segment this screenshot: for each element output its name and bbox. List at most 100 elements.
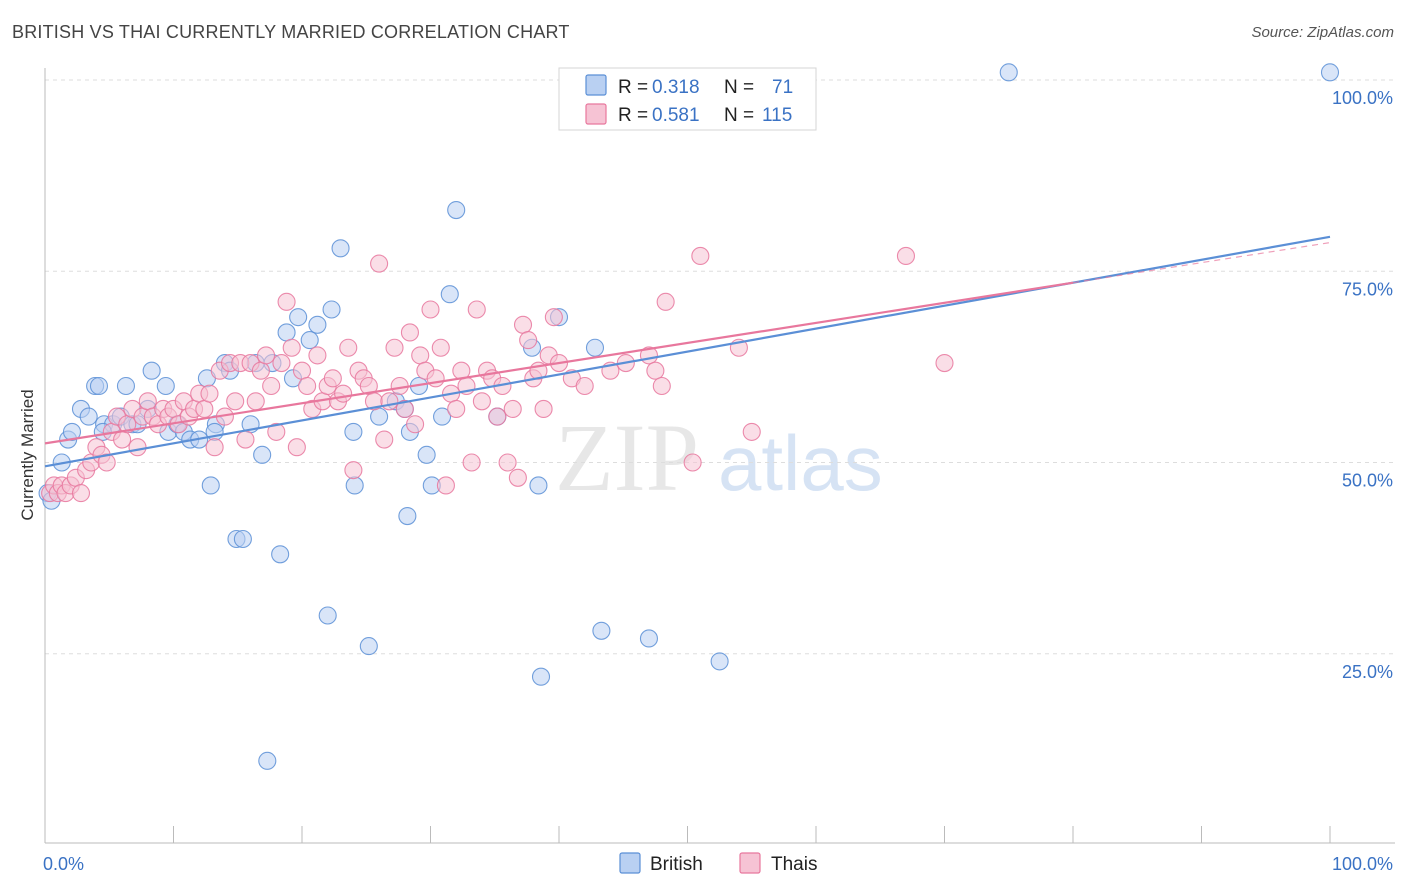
thais-point-93 (513, 315, 533, 334)
thais-point-7 (71, 484, 91, 503)
british-point-8 (89, 376, 109, 396)
british-point-62 (585, 338, 605, 357)
british-point-32 (253, 445, 272, 464)
series-legend-swatch-british (619, 852, 641, 874)
british-point-45 (345, 476, 364, 495)
british-point-64 (639, 629, 659, 648)
thais-point-60 (344, 461, 363, 480)
thais-point-48 (282, 338, 301, 357)
thais-point-37 (226, 392, 245, 411)
legend-r-label-thais: R = (618, 105, 648, 126)
british-point-41 (318, 606, 337, 625)
thais-point-65 (370, 254, 389, 273)
british-point-39 (300, 331, 319, 350)
british-point-24 (201, 476, 220, 495)
thais-point-113 (896, 246, 916, 265)
british-point-46 (359, 637, 378, 656)
thais-point-58 (334, 384, 353, 403)
british-point-52 (417, 445, 436, 464)
thais-point-42 (251, 361, 270, 380)
thais-point-56 (323, 369, 342, 388)
thais-point-33 (205, 438, 224, 457)
thais-point-15 (113, 430, 132, 449)
y-axis-label: Currently Married (18, 389, 37, 520)
legend: R = 0.318 N = 71 R = 0.581 N = 115 (558, 67, 817, 131)
thais-point-44 (262, 376, 281, 396)
british-point-36 (277, 323, 296, 342)
thais-point-72 (406, 415, 425, 434)
thais-point-59 (339, 338, 358, 357)
thais-point-50 (292, 361, 312, 380)
thais-point-112 (742, 422, 761, 441)
y-tick-label-100: 100.0% (1332, 88, 1393, 108)
x-tick-label-min: 0.0% (43, 854, 84, 874)
british-point-17 (156, 376, 175, 396)
thais-point-90 (498, 453, 517, 472)
british-trend-line (44, 235, 1331, 468)
british-point-4 (62, 422, 82, 441)
thais-point-73 (411, 346, 430, 365)
legend-r-label-british: R = (618, 77, 648, 98)
thais-point-71 (400, 323, 419, 342)
british-point-44 (344, 422, 363, 441)
x-tick-label-max: 100.0% (1332, 854, 1393, 874)
thais-point-108 (656, 292, 675, 311)
thais-point-92 (508, 468, 527, 487)
legend-n-label-thais: N = (724, 105, 754, 126)
british-point-67 (1320, 63, 1340, 82)
thais-point-106 (646, 361, 665, 380)
thais-point-67 (380, 392, 399, 411)
thais-point-18 (128, 438, 147, 457)
thais-point-97 (534, 399, 553, 419)
british-point-56 (447, 201, 466, 220)
thais-point-46 (272, 353, 291, 373)
british-point-70 (370, 407, 389, 426)
legend-n-value-british: 71 (772, 77, 793, 98)
thais-point-80 (447, 399, 466, 419)
source-credit: Source: ZipAtlas.com (1251, 24, 1394, 41)
thais-point-70 (395, 399, 414, 419)
series-legend-thais: Thais (771, 854, 817, 875)
thais-point-99 (544, 308, 563, 327)
british-point-16 (142, 361, 161, 380)
british-point-12 (116, 376, 136, 396)
watermark: ZIP atlas (555, 404, 883, 511)
thais-point-41 (246, 392, 265, 411)
thais-point-75 (421, 300, 440, 319)
thais-point-53 (308, 346, 327, 365)
thais-point-102 (575, 376, 594, 396)
series-legend-british: British (650, 854, 703, 875)
series-legend: British Thais (619, 852, 817, 875)
british-point-35 (271, 545, 290, 564)
thais-point-66 (375, 430, 394, 449)
legend-swatch-thais (585, 103, 607, 125)
british-point-42 (322, 300, 341, 319)
british-point-33 (258, 751, 277, 770)
thais-point-12 (97, 453, 116, 472)
thais-point-107 (652, 376, 671, 396)
thais-point-31 (195, 399, 214, 419)
british-point-40 (308, 315, 327, 334)
thais-point-49 (287, 438, 306, 457)
british-point-38 (289, 308, 308, 327)
series-legend-swatch-thais (739, 852, 761, 874)
legend-n-value-thais: 115 (762, 105, 792, 126)
thais-point-91 (503, 399, 522, 419)
watermark-zip: ZIP (555, 404, 699, 511)
british-point-59 (531, 667, 551, 686)
british-point-43 (331, 239, 350, 258)
thais-point-45 (267, 422, 286, 441)
y-tick-label-25: 25.0% (1342, 662, 1393, 682)
british-point-54 (433, 407, 452, 426)
axes: 25.0% 50.0% 75.0% 100.0% 0.0% 100.0% (43, 68, 1395, 874)
british-point-6 (79, 407, 98, 426)
thais-point-32 (200, 384, 219, 403)
thais-point-78 (436, 476, 455, 495)
thais-point-39 (236, 430, 255, 449)
thais-point-88 (488, 407, 507, 426)
british-point-63 (592, 621, 611, 640)
y-tick-label-50: 50.0% (1342, 471, 1393, 491)
legend-n-label-british: N = (724, 77, 754, 98)
british-point-29 (233, 529, 252, 549)
